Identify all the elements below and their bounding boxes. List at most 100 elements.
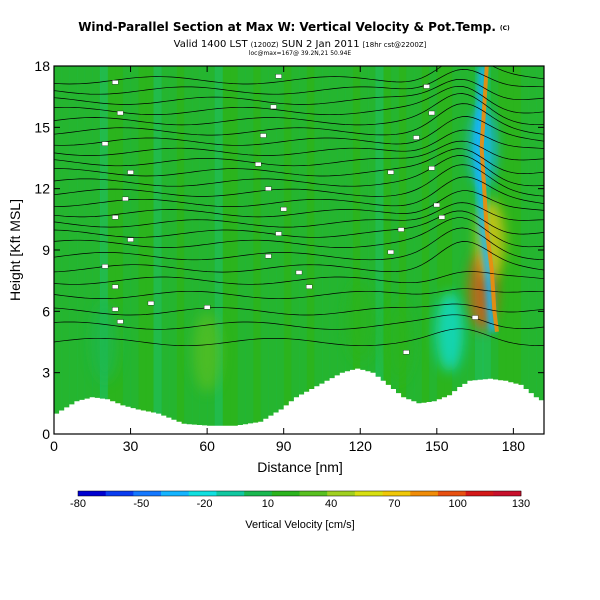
velocity-cell [91, 302, 120, 382]
field-stripe [191, 66, 200, 434]
field-stripe [314, 66, 323, 434]
field-stripe [222, 66, 231, 434]
theta-isoline [54, 227, 544, 261]
contour-label [127, 237, 134, 242]
field-stripe [161, 66, 170, 434]
field-stripe [459, 66, 468, 434]
plot-background [54, 66, 544, 434]
colorbar-swatch [354, 491, 383, 496]
x-tick-label: 150 [425, 438, 449, 454]
field-stripe [505, 66, 514, 434]
x-tick-label: 30 [123, 438, 139, 454]
colorbar-swatch [161, 491, 190, 496]
colorbar-swatch [188, 491, 217, 496]
contour-label [112, 284, 119, 289]
contour-label [203, 305, 211, 310]
contour-label [306, 284, 313, 289]
field-stripe [521, 66, 530, 434]
field-stripe [199, 66, 208, 434]
theta-isoline [54, 176, 544, 208]
field-stripe [138, 66, 147, 434]
field-stripe [230, 66, 239, 434]
field-stripe [115, 66, 124, 434]
x-tick-label: 120 [349, 438, 373, 454]
contour-label [438, 215, 446, 220]
field-stripe [276, 66, 285, 434]
colorbar-swatch [299, 491, 328, 496]
contour-label [117, 110, 124, 116]
y-axis-label: Height [Kft MSL] [7, 199, 23, 301]
field-stripe [283, 66, 292, 434]
field-stripe [92, 66, 101, 434]
colorbar-swatch [244, 491, 273, 496]
field-stripe [306, 66, 315, 434]
x-tick-label: 60 [199, 438, 215, 454]
field-stripe [176, 66, 185, 434]
theta-isoline [54, 155, 544, 187]
contour-label [270, 104, 277, 110]
contour-label [101, 141, 109, 146]
theta-isoline [54, 190, 544, 218]
field-stripe [344, 66, 354, 434]
field-stripe [444, 66, 453, 434]
colorbar-swatch [105, 491, 134, 496]
y-tick-label: 0 [42, 426, 50, 442]
colorbar-tick-label: -80 [70, 498, 86, 510]
theta-isoline [54, 328, 544, 347]
field-stripe [268, 66, 277, 434]
theta-isoline [54, 164, 544, 197]
field-stripe [99, 66, 109, 434]
velocity-core-band [474, 66, 499, 333]
colorbar-swatch [271, 491, 300, 496]
contour-label [112, 215, 119, 220]
velocity-cell [384, 302, 413, 382]
contour-label [147, 301, 155, 306]
field-stripe [352, 66, 361, 434]
updraft-lane [479, 66, 499, 333]
theta-isoline [54, 241, 544, 273]
theta-isoline [54, 148, 544, 177]
field-stripe [253, 66, 262, 434]
theta-isoline [54, 93, 544, 126]
field-stripe [207, 66, 216, 434]
theta-isoline [54, 303, 544, 316]
y-tick-label: 12 [34, 181, 50, 197]
theta-isoline [54, 66, 544, 85]
contour-label [275, 231, 282, 236]
field-stripe [69, 66, 78, 434]
field-stripe [145, 66, 155, 434]
downdraft-lane [474, 66, 497, 333]
field-stripe [153, 66, 162, 434]
velocity-cell [346, 281, 375, 362]
colorbar-swatch [437, 491, 466, 496]
field-stripe [513, 66, 522, 434]
contour-label [112, 307, 119, 312]
theta-isoline [54, 140, 544, 167]
field-stripe [184, 66, 193, 434]
theta-isoline [54, 78, 544, 105]
contour-label [433, 202, 440, 208]
field-stripe [61, 66, 70, 434]
field-stripe [360, 66, 369, 434]
theta-isoline [54, 314, 544, 330]
contour-label [397, 227, 405, 232]
potential-temperature-contours [54, 66, 544, 347]
field-stripe [383, 66, 392, 434]
field-stripe [337, 66, 346, 434]
theta-isoline [54, 129, 544, 156]
y-tick-label: 18 [34, 58, 50, 74]
velocity-cell [193, 312, 222, 393]
theta-isoline [54, 210, 544, 238]
velocity-cell [435, 291, 464, 372]
theta-isoline [54, 271, 544, 285]
contour-label [428, 166, 435, 171]
y-tick-label: 6 [42, 303, 50, 319]
field-stripe [467, 66, 476, 434]
theta-isoline [54, 288, 544, 300]
field-stripe [321, 66, 331, 434]
contour-label [428, 110, 435, 116]
colorbar-frame [77, 490, 522, 497]
colorbar-tick-label: -50 [133, 498, 149, 510]
theta-isoline [54, 202, 544, 228]
colorbar-tick-label: 100 [449, 498, 467, 510]
